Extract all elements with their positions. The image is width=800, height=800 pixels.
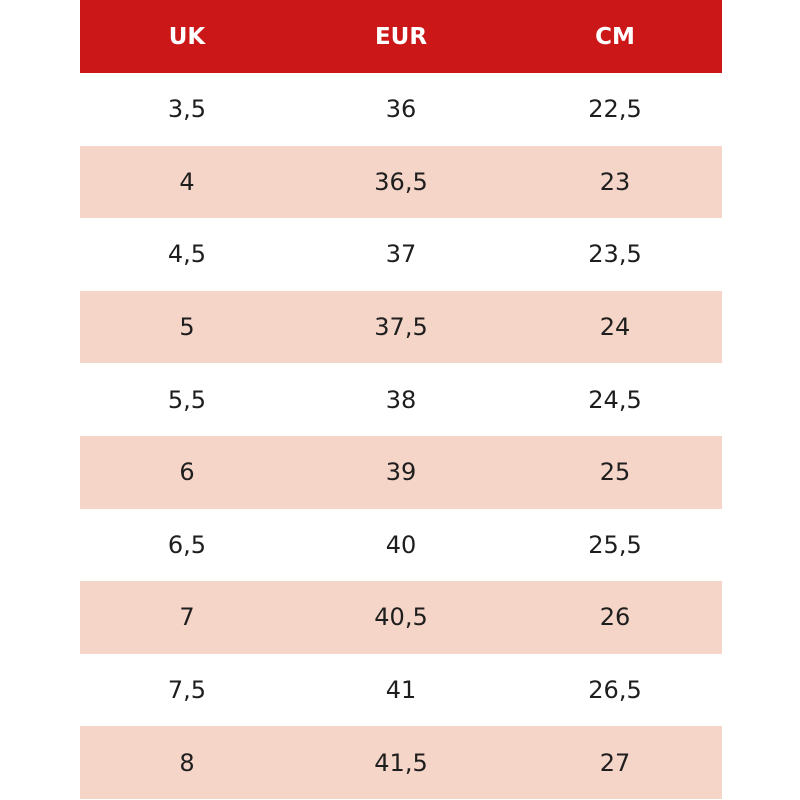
- table-cell: 7,5: [167, 676, 207, 705]
- table-row: 6 39 25: [80, 435, 722, 509]
- header-row: UK EUR CM: [80, 0, 722, 73]
- header-cell: UK: [80, 0, 294, 73]
- table-cell: 26,5: [588, 676, 642, 705]
- table-cell: 38: [385, 385, 417, 414]
- table-cell: 37,5: [294, 290, 508, 364]
- table-cell: 23,5: [588, 240, 642, 269]
- table-cell: 25,5: [588, 530, 642, 559]
- table-row: 4 36,5 23: [80, 145, 722, 219]
- table-row: 8 41,5 27: [80, 726, 722, 799]
- table-cell: 25: [508, 435, 722, 509]
- table-cell: 24: [508, 290, 722, 364]
- table-cell: 40: [385, 530, 417, 559]
- table-row: 7 40,5 26: [80, 581, 722, 654]
- table-row: 3,5 36 22,5: [80, 73, 722, 146]
- table-cell: 27: [508, 726, 722, 799]
- table-cell: 37: [385, 240, 417, 269]
- table-cell: 6: [80, 435, 294, 509]
- table-cell: 41: [385, 676, 417, 705]
- table-cell: 40,5: [294, 581, 508, 654]
- table-row: 5,5 38 24,5: [80, 363, 722, 436]
- header-cell: EUR: [294, 0, 508, 73]
- table-cell: 23: [508, 145, 722, 219]
- table-cell: 4: [80, 145, 294, 219]
- table-cell: 6,5: [167, 530, 207, 559]
- table-cell: 26: [508, 581, 722, 654]
- table-cell: 22,5: [588, 95, 642, 124]
- table-cell: 24,5: [588, 385, 642, 414]
- table-cell: 4,5: [167, 240, 207, 269]
- table-cell: 41,5: [294, 726, 508, 799]
- table-row: 5 37,5 24: [80, 290, 722, 364]
- size-table: UK EUR CM 3,5 36 22,5 4 36,5 23 4,5 37 23,5 5 37,5 24…: [80, 0, 722, 799]
- table-row: 6,5 40 25,5: [80, 509, 722, 582]
- table-cell: 5,5: [167, 385, 207, 414]
- table-cell: 36,5: [294, 145, 508, 219]
- header-cell: CM: [508, 0, 722, 73]
- table-cell: 7: [80, 581, 294, 654]
- table-cell: 3,5: [167, 95, 207, 124]
- table-cell: 8: [80, 726, 294, 799]
- table-cell: 5: [80, 290, 294, 364]
- table-cell: 39: [294, 435, 508, 509]
- table-row: 4,5 37 23,5: [80, 218, 722, 291]
- table-cell: 36: [385, 95, 417, 124]
- table-row: 7,5 41 26,5: [80, 654, 722, 727]
